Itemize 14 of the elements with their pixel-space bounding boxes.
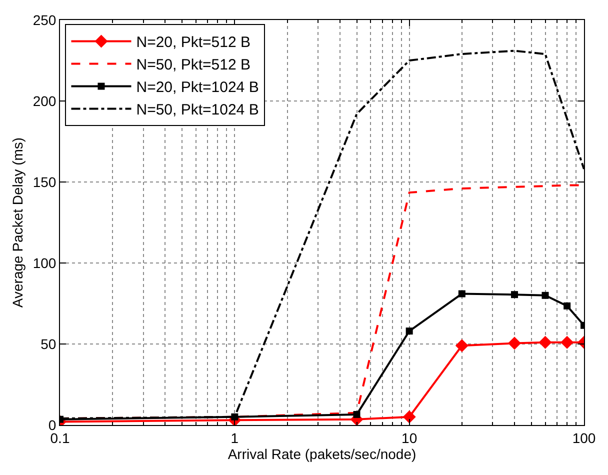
x-tick-label: 10 xyxy=(402,430,418,446)
y-tick-label: 200 xyxy=(32,92,56,109)
legend-label: N=20, Pkt=512 B xyxy=(136,34,250,52)
y-axis-title: Average Packet Delay (ms) xyxy=(9,137,26,308)
x-axis-title: Arrival Rate (pakets/sec/node) xyxy=(228,446,416,462)
x-tick-label: 1 xyxy=(230,430,239,446)
y-tick-label: 100 xyxy=(32,254,56,271)
y-tick-label: 250 xyxy=(32,12,56,28)
legend-label: N=50, Pkt=1024 B xyxy=(136,102,259,119)
legend-label: N=50, Pkt=512 B xyxy=(136,56,250,74)
y-tick-label: 50 xyxy=(40,336,56,352)
y-tick-label: 150 xyxy=(32,174,56,190)
x-tick-label: 100 xyxy=(572,430,596,446)
legend-label: N=20, Pkt=1024 B xyxy=(136,79,259,96)
